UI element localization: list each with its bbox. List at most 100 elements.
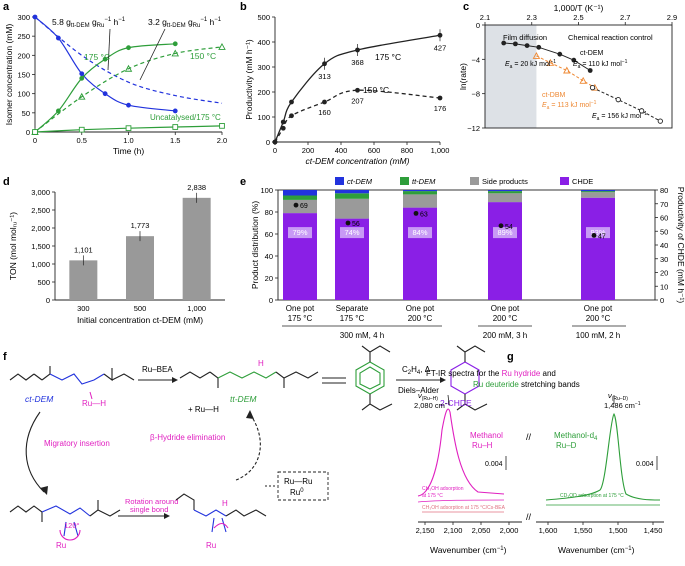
migratory-arrow [25, 411, 45, 493]
rotation-label-2: single bond [130, 505, 168, 514]
d-data-label: 1,101 [74, 245, 93, 254]
panel-label-b: b [240, 1, 247, 13]
panel-c-ctdbm: ct-DBM [542, 92, 566, 99]
tt-dem-h: H [258, 359, 264, 368]
e-legend-swatch [470, 177, 479, 185]
e-y2tick-label: 10 [660, 282, 668, 291]
g-ads2: CH₃OH adsorption at 175 °C/Cs-BEA [422, 505, 506, 511]
e-cat-line2: 200 °C [586, 314, 611, 323]
ru-h-label: Ru—H [82, 399, 106, 408]
b-point-1 [272, 139, 278, 145]
panel-label-a: a [3, 1, 10, 13]
c-xtick-label: 2.7 [620, 13, 630, 22]
e-pct-label: 74% [344, 228, 359, 237]
e-bar-segment [283, 190, 317, 196]
a-ytick-label: 100 [17, 90, 30, 99]
g-ruh-trace [417, 408, 505, 497]
panel-a-175-label: 175 °C [84, 52, 110, 62]
b-point-0 [280, 119, 286, 125]
a-point-4 [125, 125, 132, 132]
g-xtick-label-right: 1,500 [609, 526, 628, 535]
a-series-line-1 [34, 16, 223, 104]
e-group-label: 100 mM, 2 h [576, 331, 620, 340]
c-point-0 [512, 41, 518, 47]
e-bar-segment [403, 191, 437, 195]
e-y2label: Productivity of CHDE (mM h⁻¹) [676, 187, 685, 304]
c-point-0 [536, 44, 542, 50]
diels-alder-label: Diels–Alder [398, 386, 439, 395]
a-series-line-0 [34, 16, 176, 112]
g-xtick-label-right: 1,550 [574, 526, 593, 535]
c-xtick-label: 2.9 [667, 13, 677, 22]
ct-dem-ethyl-right [111, 373, 135, 381]
e-productivity-point [345, 220, 351, 226]
c-ytick-label: −12 [467, 124, 480, 133]
panel-a-arrow1 [107, 28, 111, 71]
ct-dem-ester-right [103, 368, 113, 382]
panel-b: b 0 100 200 300 400 500 0 200 400 600 800 1,000 ct-D… [240, 1, 449, 166]
a-point-0 [172, 108, 178, 114]
c-series-line-2 [592, 87, 661, 122]
b-point-0 [289, 99, 294, 105]
a-xtick-label: 2.0 [217, 136, 227, 145]
equilibrium-arrowhead [172, 377, 178, 383]
intermediate-1 [9, 500, 121, 541]
g-nu-rud-val: 1,486 cm−1 [604, 401, 641, 410]
d-xlabel: Initial concentration ct-DEM (mM) [77, 315, 203, 325]
panel-c-ea4: Ea = 156 kJ mol−1 [592, 111, 647, 122]
e-cat-line1: One pot [584, 304, 613, 313]
a-point-2 [102, 56, 108, 62]
ct-dem-carbonyl [41, 366, 51, 381]
b-point-1 [437, 95, 443, 101]
panel-d-plot: 0 500 1,000 1,500 2,000 2,500 3,000 1,101 300 1,7… [8, 183, 225, 325]
panel-e-plot: 0 20 40 60 80 100 0 10 20 30 40 50 60 70 80 Product dis… [250, 177, 685, 340]
c-point-1 [532, 51, 541, 59]
ru0-label: Ru0 [290, 488, 304, 497]
migratory-label: Migratory insertion [44, 439, 110, 448]
b-data-label: 427 [434, 43, 447, 52]
panel-a-150-label: 150 °C [190, 51, 216, 61]
a-point-0 [79, 71, 85, 77]
e-legend-swatch [335, 177, 344, 185]
chde-ester-bottom [456, 394, 488, 411]
g-nu1-arrow [447, 394, 450, 405]
g-xlabel-right: Wavenumber (cm−1) [558, 545, 635, 555]
ru-ru-label: Ru—Ru [284, 477, 312, 486]
d-ytick-label: 2,500 [31, 206, 50, 215]
c-ytick-label: −8 [471, 90, 480, 99]
c-point-2 [589, 85, 596, 91]
e-pct-box [288, 227, 312, 239]
panel-c-region2: Chemical reaction control [568, 33, 653, 42]
tt-dem-ethyl-right [283, 371, 319, 379]
a-ytick-label: 300 [17, 13, 30, 22]
e-legend-label: Side products [482, 177, 528, 186]
d-ytick-label: 1,500 [31, 242, 50, 251]
a-xlabel: Time (h) [113, 146, 144, 156]
e-bar-segment [581, 197, 615, 300]
b-ytick-label: 400 [257, 38, 270, 47]
a-point-0 [55, 35, 61, 41]
a-xtick-label: 0.5 [77, 136, 87, 145]
e-y2tick-label: 30 [660, 255, 668, 264]
a-point-3 [171, 49, 180, 57]
g-ruh-baseline [417, 499, 505, 503]
int2-ester-right [225, 509, 267, 517]
c-series-line-1 [536, 55, 596, 89]
plus-ru-h: + Ru—H [188, 405, 219, 414]
b-data-label: 313 [318, 72, 331, 81]
ester-bottom [361, 394, 393, 411]
g-ads3: CD₃OD adsorption at 175 °C [560, 493, 624, 499]
e-legend-label: CHDE [572, 177, 593, 186]
ru-bea-label: Ru–BEA [142, 365, 173, 374]
panel-b-plot: 0 100 200 300 400 500 0 200 400 600 800 1,000 ct-DEM… [244, 13, 449, 166]
e-bar-segment [403, 194, 437, 208]
diels-alder-arrowhead [440, 377, 446, 383]
e-bar-segment [283, 199, 317, 214]
angle-label: 120° [64, 521, 80, 530]
e-y2tick-label: 80 [660, 186, 668, 195]
e-productivity-label: 56 [352, 221, 360, 228]
cyclohexane-ring [450, 361, 480, 395]
intermediate-2 [175, 493, 267, 533]
a-ylabel: Isomer concentration (mM) [4, 24, 14, 126]
c-xtick-label: 2.3 [527, 13, 537, 22]
